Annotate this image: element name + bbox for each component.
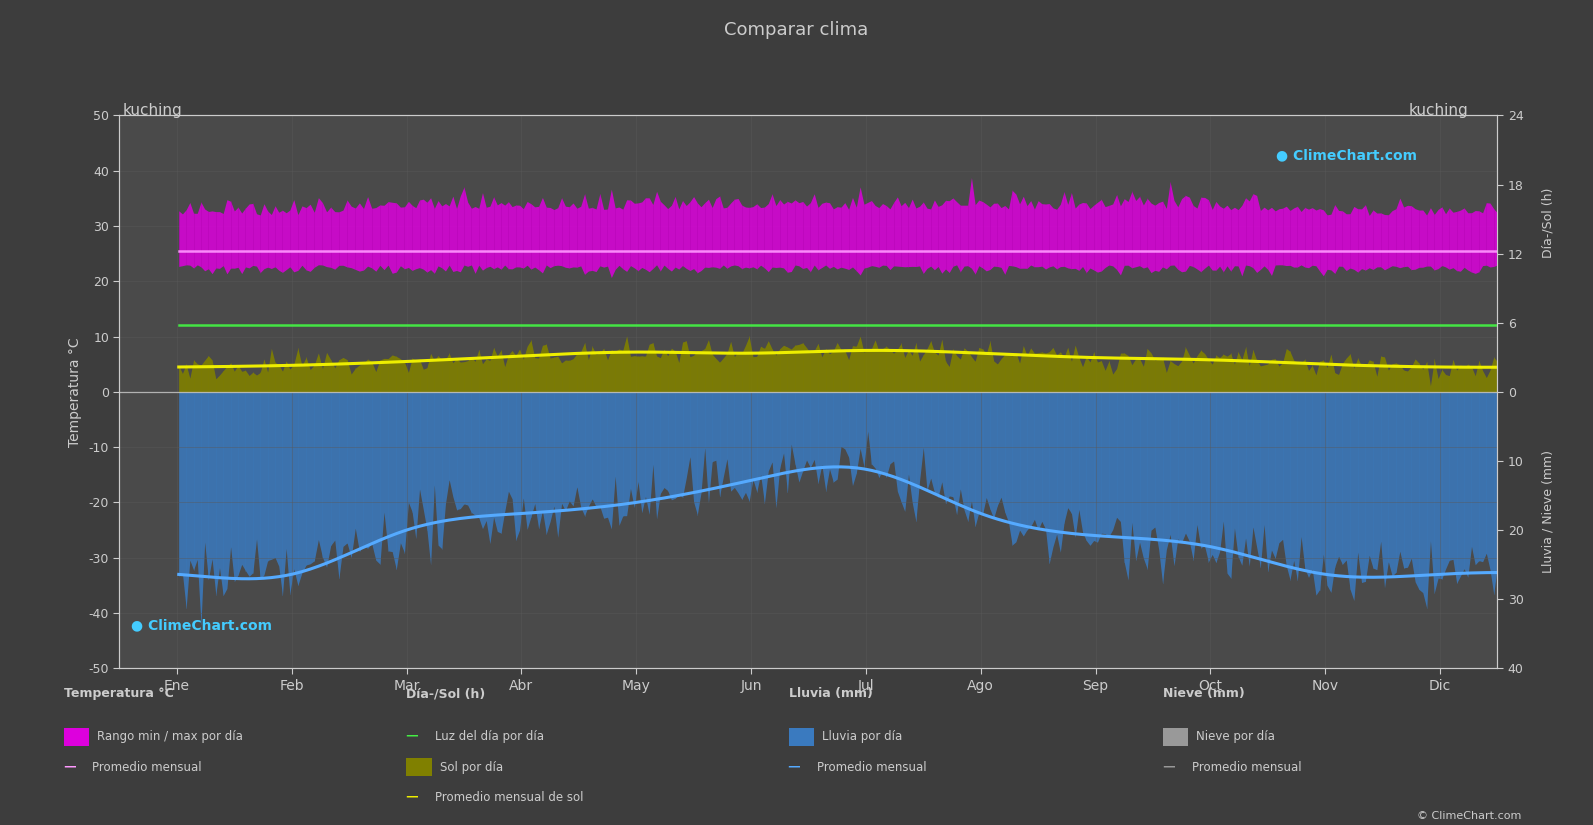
Text: Rango min / max por día: Rango min / max por día [97,730,244,743]
Text: Lluvia / Nieve (mm): Lluvia / Nieve (mm) [1542,450,1555,573]
Text: ─: ─ [406,789,417,807]
Text: Promedio mensual: Promedio mensual [92,761,202,774]
Text: Promedio mensual: Promedio mensual [1192,761,1301,774]
Text: Temperatura °C: Temperatura °C [64,687,174,700]
Text: ─: ─ [64,758,75,776]
Text: ─: ─ [1163,758,1174,776]
Text: Promedio mensual de sol: Promedio mensual de sol [435,791,583,804]
Text: Lluvia (mm): Lluvia (mm) [789,687,873,700]
Y-axis label: Temperatura °C: Temperatura °C [67,337,81,446]
Text: kuching: kuching [123,103,183,118]
Text: Día-/Sol (h): Día-/Sol (h) [1542,187,1555,258]
Text: ● ClimeChart.com: ● ClimeChart.com [1276,148,1418,163]
Text: Día-/Sol (h): Día-/Sol (h) [406,687,486,700]
Text: Promedio mensual: Promedio mensual [817,761,927,774]
Text: Nieve (mm): Nieve (mm) [1163,687,1244,700]
Text: Nieve por día: Nieve por día [1196,730,1276,743]
Text: © ClimeChart.com: © ClimeChart.com [1416,811,1521,821]
Text: Sol por día: Sol por día [440,761,503,774]
Text: ● ClimeChart.com: ● ClimeChart.com [131,618,272,632]
Text: ─: ─ [406,728,417,746]
Text: Lluvia por día: Lluvia por día [822,730,902,743]
Text: kuching: kuching [1408,103,1469,118]
Text: Luz del día por día: Luz del día por día [435,730,543,743]
Text: Comparar clima: Comparar clima [725,21,868,39]
Text: ─: ─ [789,758,800,776]
